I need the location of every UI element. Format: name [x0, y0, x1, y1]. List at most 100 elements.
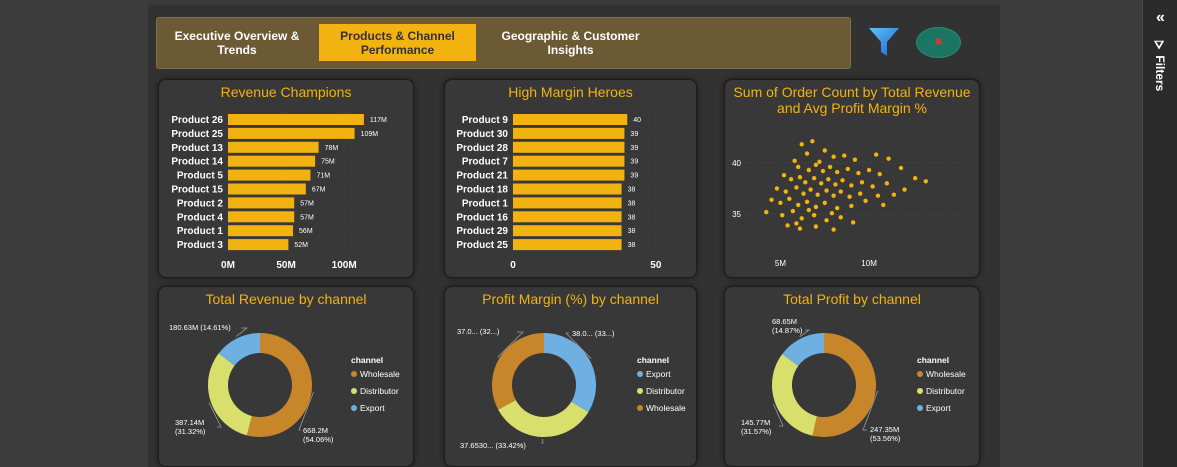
double-chevron-left-icon[interactable]: « [1156, 9, 1165, 26]
donut-slice [218, 333, 260, 366]
category-label: Product 18 [456, 185, 508, 196]
scatter-point [833, 182, 838, 187]
category-label: Product 1 [462, 198, 509, 209]
scatter-point [781, 172, 787, 178]
high-margin-heroes-card: High Margin Heroes 0 50 Product 9 40 Product… [444, 79, 697, 278]
revenue-champions-chart: 0M 50M 100M Product 26 117M Product 25 109M Pro… [171, 112, 387, 271]
chart-title: Profit Margin (%) by channel [482, 291, 659, 307]
leader-line [541, 438, 544, 444]
legend-entry: Wholesale [360, 369, 400, 379]
scatter-point [858, 191, 863, 196]
data-label: 247.35M [870, 425, 899, 434]
bar [513, 197, 622, 209]
bar [228, 211, 295, 223]
donut-slice [544, 333, 596, 413]
category-label: Product 26 [171, 115, 223, 126]
scatter-point [849, 203, 854, 209]
scatter-point [870, 184, 875, 189]
scatter-point [803, 180, 808, 185]
filter-small-icon: ⛛ [1153, 40, 1167, 52]
data-label: 52M [294, 242, 308, 249]
order-count-scatter-chart: 35 40 5M 10M [732, 139, 965, 268]
bar [228, 141, 319, 153]
scatter-point [852, 157, 858, 162]
donut-slice [207, 353, 252, 436]
scatter-point [792, 158, 797, 163]
scatter-point [831, 227, 836, 232]
donut-slice [772, 354, 817, 436]
data-label: 71M [316, 173, 330, 180]
bar [513, 239, 622, 251]
data-label: 39 [630, 159, 638, 166]
bar [228, 225, 294, 237]
tab-label-line1: Geographic & Customer [501, 28, 640, 43]
scatter-point [811, 176, 817, 181]
scatter-point [804, 199, 810, 205]
leader-line [773, 403, 784, 427]
leader-line [298, 391, 314, 431]
legend-entry: Export [360, 403, 385, 413]
clear-filter-button[interactable]: ✖ [916, 27, 961, 58]
bar [228, 169, 311, 181]
data-label: 39 [630, 173, 638, 180]
donut-slice [492, 333, 544, 410]
category-label: Product 5 [177, 171, 224, 182]
bar [228, 197, 295, 209]
chart-title: Total Profit by channel [783, 291, 921, 307]
x-tick-label: 0M [221, 260, 235, 271]
bar [513, 183, 622, 195]
data-label: 39 [630, 131, 638, 138]
chart-title: Revenue Champions [220, 84, 352, 100]
legend-marker [917, 371, 923, 377]
scatter-point [866, 167, 872, 173]
tab-products-channel[interactable]: Products & Channel Performance [319, 24, 476, 61]
scatter-point [795, 164, 801, 170]
data-label: (53.56%) [870, 434, 901, 443]
category-label: Product 30 [456, 129, 508, 140]
data-label: 38 [628, 214, 636, 221]
scatter-point [859, 180, 865, 185]
scatter-point [794, 221, 799, 226]
data-label: 78M [325, 145, 339, 152]
tab-geographic-customer[interactable]: Geographic & Customer Insights [483, 24, 658, 61]
scatter-point [842, 153, 847, 158]
bar [228, 239, 289, 251]
filters-pane-toggle[interactable]: ⛛ Filters [1153, 40, 1167, 91]
legend-marker [917, 405, 923, 411]
scatter-point [845, 166, 851, 172]
chart-title-line2: and Avg Profit Margin % [777, 100, 927, 116]
legend-entry: Distributor [360, 386, 399, 396]
scatter-point [787, 196, 792, 201]
scatter-point [873, 152, 879, 157]
leader-line [799, 329, 811, 338]
filter-funnel-icon[interactable] [867, 25, 901, 59]
category-label: Product 1 [177, 226, 224, 237]
data-label: 180.63M (14.61%) [169, 323, 231, 332]
scatter-point [801, 191, 806, 196]
filters-pane: « ⛛ Filters [1142, 0, 1177, 467]
scatter-point [824, 218, 829, 223]
bar [228, 127, 355, 139]
x-tick-label: 100M [332, 260, 357, 271]
scatter-point [774, 186, 780, 191]
category-label: Product 9 [462, 115, 509, 126]
scatter-point [797, 175, 803, 180]
data-label: 75M [321, 159, 335, 166]
leader-line [208, 402, 222, 428]
scatter-point [806, 167, 812, 173]
scatter-point [912, 176, 918, 181]
scatter-point [886, 156, 891, 161]
data-label: 668.2M [303, 426, 328, 435]
data-label: 37.6530... (33.42%) [460, 441, 526, 450]
data-label: 387.14M [175, 418, 204, 427]
total-profit-channel-card: Total Profit by channel 247.35M (53.56%) 1… [724, 286, 980, 467]
category-label: Product 28 [456, 143, 508, 154]
legend-marker [351, 388, 357, 394]
scatter-point [797, 226, 803, 231]
legend-marker [351, 405, 357, 411]
tab-label-line2: Insights [547, 42, 594, 57]
legend-title: channel [637, 355, 669, 365]
scatter-point [838, 189, 843, 194]
bar [513, 155, 625, 167]
tab-executive-overview[interactable]: Executive Overview & Trends [163, 24, 311, 61]
